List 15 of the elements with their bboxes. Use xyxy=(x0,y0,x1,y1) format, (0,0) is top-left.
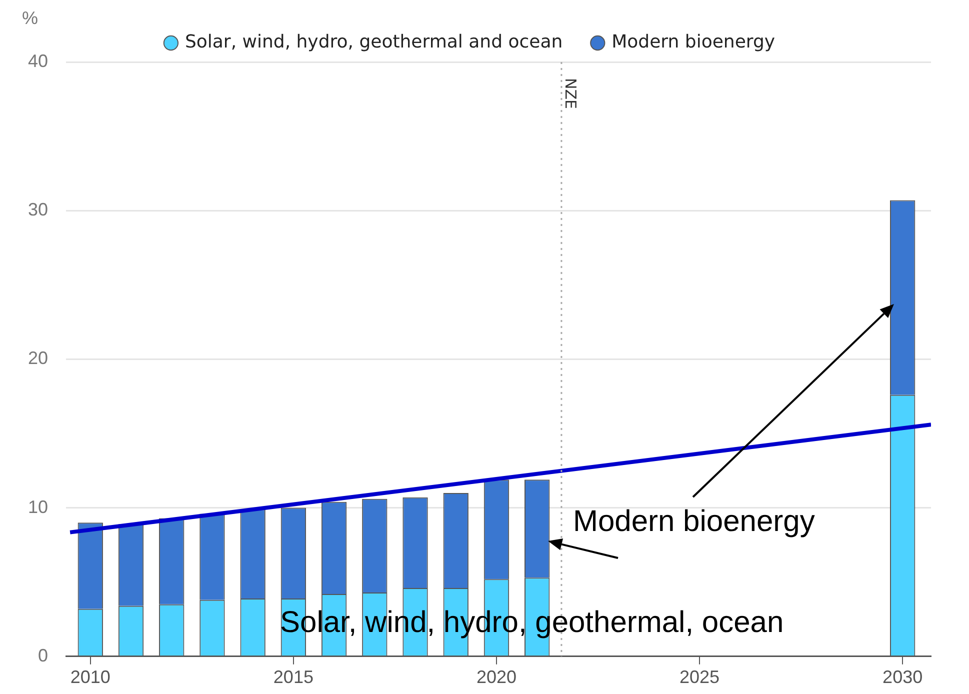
x-tick-label: 2015 xyxy=(273,667,314,688)
x-tick-label: 2020 xyxy=(476,667,517,688)
legend-label: Modern bioenergy xyxy=(612,32,776,53)
x-tick-label: 2025 xyxy=(680,667,720,688)
x-tick-label: 2010 xyxy=(70,667,110,688)
y-tick-label: 20 xyxy=(28,348,48,368)
x-tick-label: 2030 xyxy=(882,667,923,688)
y-tick-label: 40 xyxy=(28,50,48,71)
y-tick-label: 0 xyxy=(38,645,48,666)
legend-label: Solar, wind, hydro, geothermal and ocean xyxy=(184,32,563,53)
y-axis-title: % xyxy=(22,8,38,28)
y-tick-label: 30 xyxy=(28,200,48,220)
y-tick-label: 10 xyxy=(28,496,48,517)
ref-line-label: NZE xyxy=(562,78,580,109)
annotation: Modern bioenergy xyxy=(573,505,815,539)
